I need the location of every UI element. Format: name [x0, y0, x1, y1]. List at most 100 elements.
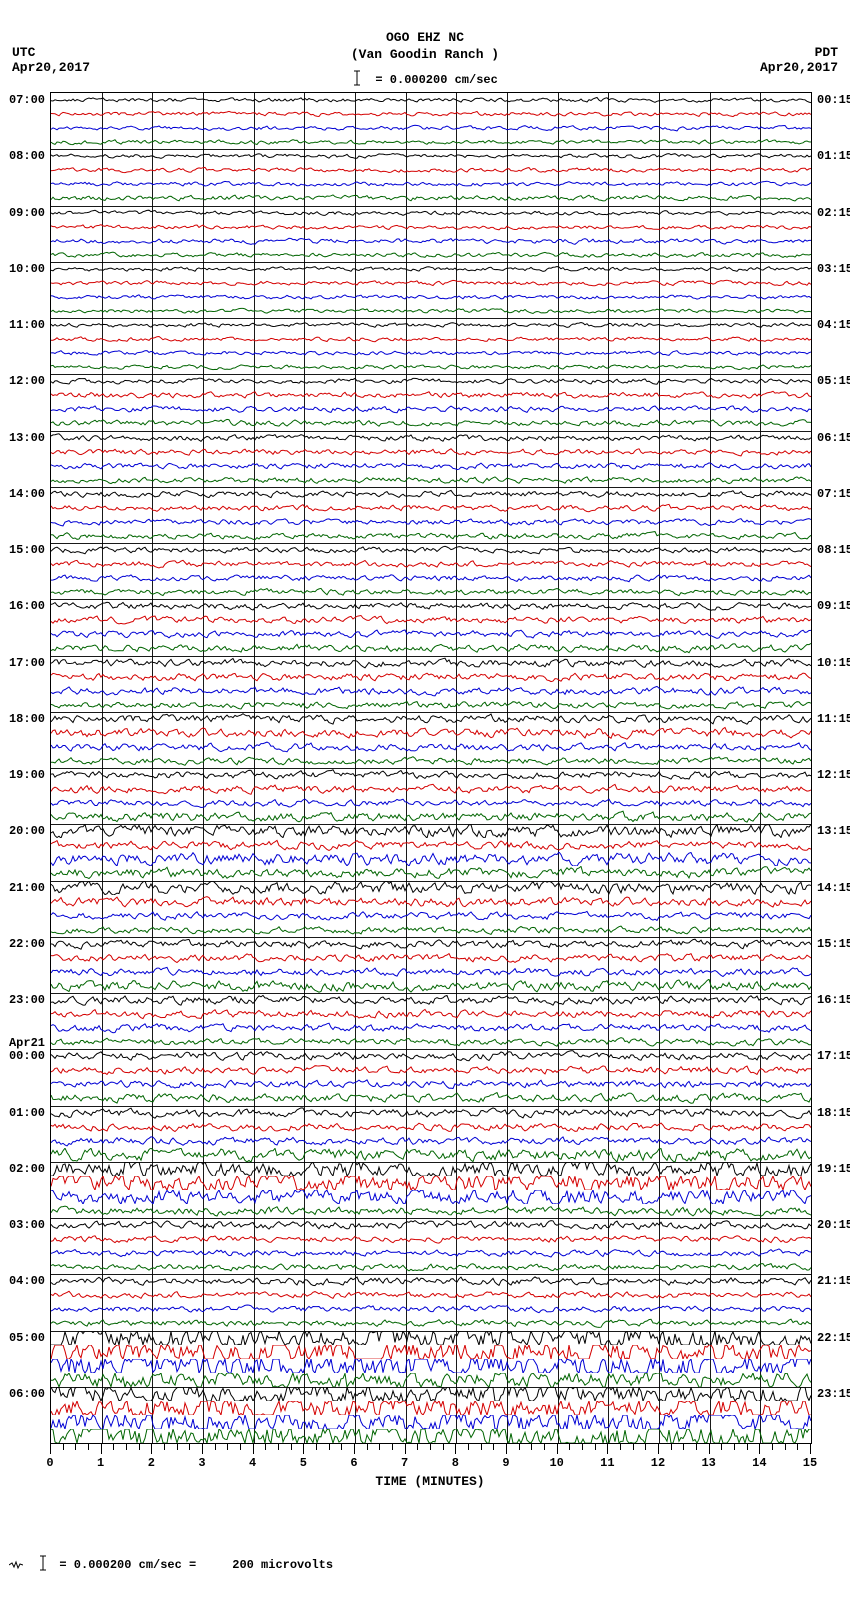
trace-row: [51, 782, 811, 796]
trace-row: [51, 543, 811, 557]
trace-row: [51, 374, 811, 388]
trace-row: [51, 1260, 811, 1274]
x-tick-label: 8: [452, 1456, 459, 1470]
y-label-left: 22:00: [9, 937, 45, 951]
trace-row: [51, 191, 811, 205]
y-label-right: 03:15: [817, 262, 850, 276]
y-label-left: 20:00: [9, 824, 45, 838]
trace-row: [51, 585, 811, 599]
y-label-right: 19:15: [817, 1162, 850, 1176]
trace-row: [51, 1176, 811, 1190]
trace-row: [51, 487, 811, 501]
y-label-left: 10:00: [9, 262, 45, 276]
trace-row: [51, 388, 811, 402]
trace-row: [51, 121, 811, 135]
trace-row: [51, 656, 811, 670]
trace-row: [51, 416, 811, 430]
trace-row: [51, 177, 811, 191]
y-label-right: 09:15: [817, 599, 850, 613]
y-label-right: 15:15: [817, 937, 850, 951]
trace-row: [51, 1091, 811, 1105]
trace-row: [51, 1316, 811, 1330]
y-label-right: 12:15: [817, 768, 850, 782]
trace-row: [51, 220, 811, 234]
trace-row: [51, 1246, 811, 1260]
trace-row: [51, 402, 811, 416]
y-label-left: 17:00: [9, 656, 45, 670]
trace-row: [51, 613, 811, 627]
trace-row: [51, 895, 811, 909]
trace-row: [51, 951, 811, 965]
y-label-right: 06:15: [817, 431, 850, 445]
trace-row: [51, 768, 811, 782]
trace-row: [51, 599, 811, 613]
trace-row: [51, 346, 811, 360]
trace-row: [51, 909, 811, 923]
x-axis: TIME (MINUTES) 0123456789101112131415: [50, 1444, 810, 1494]
trace-row: [51, 107, 811, 121]
tz-left-name: UTC: [12, 45, 90, 60]
trace-row: [51, 318, 811, 332]
trace-row: [51, 360, 811, 374]
trace-row: [51, 501, 811, 515]
y-label-right: 20:15: [817, 1218, 850, 1232]
trace-row: [51, 684, 811, 698]
footer-wiggle-icon: [9, 1557, 23, 1573]
trace-row: [51, 1373, 811, 1387]
trace-row: [51, 276, 811, 290]
x-tick-label: 12: [651, 1456, 665, 1470]
seismogram-container: OGO EHZ NC (Van Goodin Ranch ) = 0.00020…: [0, 0, 850, 1613]
scale-bar-icon: [352, 70, 362, 90]
trace-row: [51, 163, 811, 177]
trace-row: [51, 234, 811, 248]
trace-row: [51, 1218, 811, 1232]
trace-row: [51, 1429, 811, 1443]
y-label-right: 13:15: [817, 824, 850, 838]
trace-row: [51, 881, 811, 895]
footer-suffix: 200 microvolts: [232, 1558, 333, 1572]
trace-row: [51, 1415, 811, 1429]
trace-row: [51, 1359, 811, 1373]
trace-row: [51, 431, 811, 445]
y-label-left: 12:00: [9, 374, 45, 388]
y-label-left: 13:00: [9, 431, 45, 445]
y-label-right: 22:15: [817, 1331, 850, 1345]
trace-row: [51, 796, 811, 810]
trace-row: [51, 993, 811, 1007]
trace-row: [51, 1077, 811, 1091]
y-label-left: 19:00: [9, 768, 45, 782]
y-label-left: 09:00: [9, 206, 45, 220]
tz-right-name: PDT: [760, 45, 838, 60]
trace-row: [51, 1288, 811, 1302]
trace-row: [51, 1302, 811, 1316]
x-tick-label: 4: [249, 1456, 256, 1470]
trace-row: [51, 1401, 811, 1415]
y-label-right: 08:15: [817, 543, 850, 557]
trace-row: [51, 1134, 811, 1148]
y-label-right: 04:15: [817, 318, 850, 332]
x-tick-label: 10: [549, 1456, 563, 1470]
y-label-left: 16:00: [9, 599, 45, 613]
day-label-left: Apr21: [9, 1036, 45, 1050]
trace-row: [51, 332, 811, 346]
scale-text: = 0.000200 cm/sec: [375, 73, 497, 87]
trace-row: [51, 641, 811, 655]
footer-scale-bar-icon: [38, 1555, 48, 1575]
footer: = 0.000200 cm/sec = 200 microvolts: [5, 1555, 333, 1575]
y-label-right: 01:15: [817, 149, 850, 163]
trace-row: [51, 1190, 811, 1204]
x-tick-label: 3: [198, 1456, 205, 1470]
y-label-left: 03:00: [9, 1218, 45, 1232]
trace-row: [51, 1345, 811, 1359]
trace-row: [51, 965, 811, 979]
trace-row: [51, 1021, 811, 1035]
x-tick-label: 6: [350, 1456, 357, 1470]
tz-left: UTC Apr20,2017: [12, 45, 90, 75]
station-name: (Van Goodin Ranch ): [0, 47, 850, 62]
trace-row: [51, 824, 811, 838]
y-label-left: 02:00: [9, 1162, 45, 1176]
y-label-left: 06:00: [9, 1387, 45, 1401]
trace-row: [51, 1106, 811, 1120]
trace-row: [51, 1162, 811, 1176]
trace-row: [51, 866, 811, 880]
